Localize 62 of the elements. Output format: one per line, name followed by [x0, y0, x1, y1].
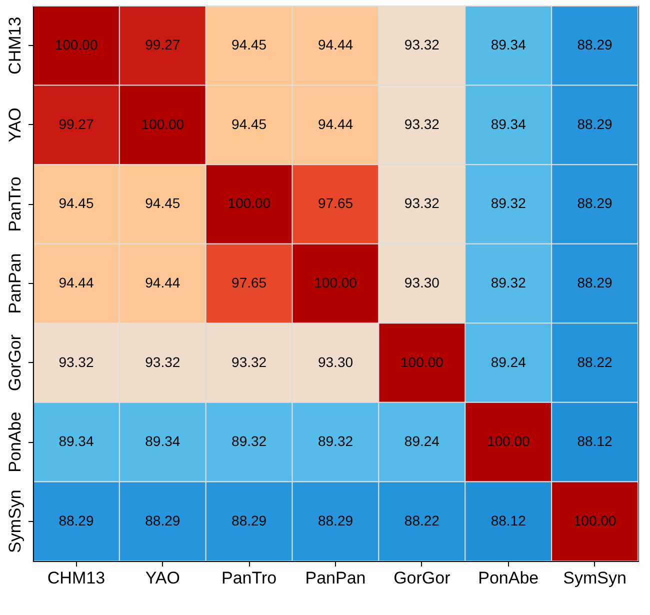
- data-label: 100.00: [54, 36, 98, 53]
- data-label: 89.34: [58, 433, 94, 450]
- data-label: 93.30: [404, 274, 440, 290]
- data-label: 89.24: [490, 354, 526, 370]
- x-tick-label: PanTro: [222, 568, 277, 588]
- x-tick-label: PonAbe: [478, 568, 539, 588]
- data-label: 93.30: [318, 354, 354, 370]
- y-tick-label: PonAbe: [6, 412, 24, 472]
- data-label: 100.00: [573, 512, 616, 528]
- data-label: 88.29: [577, 195, 613, 212]
- data-label: 88.22: [404, 512, 440, 528]
- data-label: 93.32: [404, 116, 440, 132]
- data-label: 93.32: [58, 354, 94, 370]
- data-label: 94.44: [318, 116, 354, 132]
- data-label: 94.44: [318, 36, 354, 53]
- data-label: 89.32: [232, 433, 267, 450]
- data-label: 89.32: [490, 195, 526, 212]
- data-label: 100.00: [314, 274, 358, 290]
- data-label: 89.34: [490, 116, 526, 132]
- data-label: 94.45: [232, 116, 267, 132]
- data-label: 97.65: [232, 274, 267, 290]
- data-label: 93.32: [232, 354, 267, 370]
- data-label: 88.29: [232, 512, 267, 528]
- data-label: 88.12: [577, 433, 613, 450]
- data-label: 99.27: [145, 36, 180, 53]
- y-tick-label: GorGor: [6, 334, 24, 392]
- data-label: 94.45: [232, 36, 267, 53]
- data-label: 88.29: [145, 512, 180, 528]
- data-label: 100.00: [400, 354, 444, 370]
- data-label: 97.65: [318, 195, 354, 212]
- data-label: 88.29: [577, 36, 613, 53]
- data-label: 88.29: [58, 512, 94, 528]
- data-label: 94.44: [145, 274, 180, 290]
- data-label: 93.32: [404, 195, 440, 212]
- data-label: 94.45: [58, 195, 94, 212]
- data-label: 100.00: [486, 433, 530, 450]
- y-tick-label: PanPan: [6, 253, 24, 314]
- x-tick-label: CHM13: [47, 568, 106, 588]
- x-tick-label: YAO: [145, 568, 180, 588]
- data-label: 88.22: [577, 354, 613, 370]
- data-label: 94.44: [58, 274, 94, 290]
- x-tick-label: SymSyn: [563, 568, 626, 588]
- data-label: 88.29: [577, 116, 613, 132]
- data-label: 93.32: [404, 36, 440, 53]
- data-label: 89.34: [145, 433, 180, 450]
- data-label: 89.32: [318, 433, 354, 450]
- data-label: 89.32: [490, 274, 526, 290]
- y-tick-label: CHM13: [6, 16, 24, 74]
- x-tick-label: GorGor: [394, 568, 451, 588]
- y-tick-label: YAO: [6, 108, 24, 142]
- data-label: 89.34: [490, 36, 526, 53]
- x-tick-label: PanPan: [305, 568, 366, 588]
- y-tick-label: PanTro: [6, 176, 24, 232]
- data-label: 100.00: [228, 195, 271, 212]
- data-label: 100.00: [141, 116, 184, 132]
- data-label: 89.24: [404, 433, 440, 450]
- data-label: 93.32: [145, 354, 180, 370]
- data-label: 94.45: [145, 195, 180, 212]
- data-label: 88.29: [318, 512, 354, 528]
- data-label: 88.12: [490, 512, 526, 528]
- data-label: 88.29: [577, 274, 613, 290]
- data-label: 99.27: [58, 116, 94, 132]
